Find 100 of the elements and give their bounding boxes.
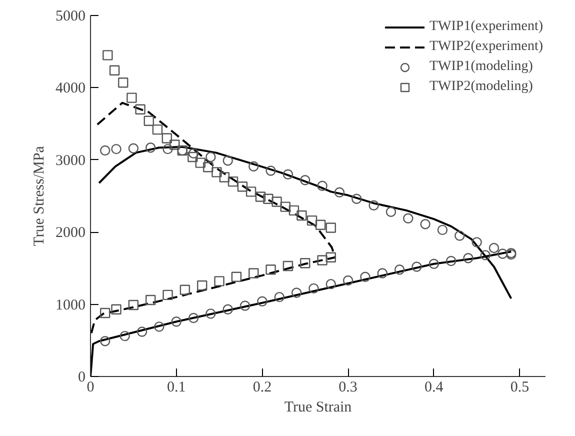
point (300, 175, 310, 186)
point (403, 213, 414, 224)
point (326, 252, 336, 262)
legend-label: TWIP1(experiment) (429, 19, 543, 35)
point (188, 312, 199, 324)
point (228, 176, 238, 187)
x-tick-label: 0.5 (510, 380, 530, 396)
point (315, 220, 326, 230)
point (195, 158, 206, 168)
point (111, 304, 122, 314)
point (317, 180, 328, 191)
point (266, 166, 276, 176)
x-tick-label: 0.1 (166, 380, 186, 396)
point (118, 78, 128, 88)
point (144, 116, 154, 126)
y-tick-label: 4000 (56, 80, 86, 97)
point (222, 156, 233, 166)
point (145, 294, 156, 306)
x-tick-label: 0.2 (252, 380, 272, 396)
point (317, 255, 328, 266)
point (488, 242, 500, 254)
point (308, 283, 319, 294)
point (109, 65, 120, 76)
point (463, 253, 474, 264)
point (300, 258, 310, 268)
point (326, 278, 336, 290)
point (240, 300, 250, 311)
point (145, 142, 156, 153)
point (111, 144, 122, 154)
point (272, 196, 282, 207)
point (446, 256, 456, 266)
point (152, 124, 163, 135)
point (237, 182, 248, 192)
y-tick-label: 2000 (56, 225, 86, 242)
point (162, 144, 173, 154)
point (128, 300, 139, 310)
point (296, 210, 307, 221)
point (497, 248, 508, 259)
point (280, 202, 290, 212)
point (248, 161, 259, 172)
point (154, 322, 164, 332)
point (162, 133, 172, 144)
point (162, 290, 173, 300)
point (360, 272, 370, 282)
point (263, 194, 274, 204)
point (197, 280, 208, 291)
point (334, 187, 345, 198)
point (266, 264, 276, 275)
point (368, 200, 379, 210)
point (100, 336, 110, 346)
point (352, 194, 362, 204)
point (291, 288, 302, 298)
point (188, 148, 199, 158)
point (246, 186, 256, 197)
point (180, 284, 190, 295)
point (480, 250, 491, 260)
point (135, 104, 146, 114)
point (412, 262, 422, 272)
legend-label: TWIP2(experiment) (429, 39, 543, 55)
y-tick-label: 5000 (56, 8, 86, 24)
point (222, 304, 233, 314)
x-tick-label: 0.3 (338, 380, 358, 396)
x-axis-title: True Strain (284, 400, 352, 416)
point (100, 308, 110, 318)
point (257, 296, 268, 307)
point (120, 330, 130, 342)
point (282, 169, 294, 180)
point (188, 152, 198, 162)
point (136, 326, 148, 337)
point (128, 143, 139, 154)
point (306, 215, 318, 226)
y-tick-label: 1000 (56, 297, 86, 314)
point (102, 50, 113, 60)
point (212, 167, 222, 178)
point (274, 292, 284, 302)
point (420, 219, 430, 230)
point (126, 92, 137, 103)
point (171, 316, 182, 327)
point (386, 206, 396, 217)
y-axis-title: True Stress/MPa (32, 146, 48, 246)
point (206, 152, 216, 162)
point (214, 276, 224, 286)
point (326, 222, 336, 233)
x-tick-label: 0.4 (424, 380, 444, 396)
legend-label: TWIP1(modeling) (429, 59, 533, 75)
point (206, 308, 216, 319)
point (454, 230, 465, 241)
point (100, 145, 110, 156)
point (203, 162, 214, 172)
point (219, 172, 230, 182)
legend-label: TWIP2(modeling) (429, 79, 533, 95)
point (377, 268, 388, 278)
y-tick-label: 3000 (56, 152, 86, 169)
point (342, 275, 354, 286)
y-tick-label: 0 (78, 370, 86, 386)
point (248, 268, 259, 278)
point (288, 205, 300, 216)
point (428, 258, 439, 269)
point (437, 224, 448, 236)
point (231, 272, 242, 282)
